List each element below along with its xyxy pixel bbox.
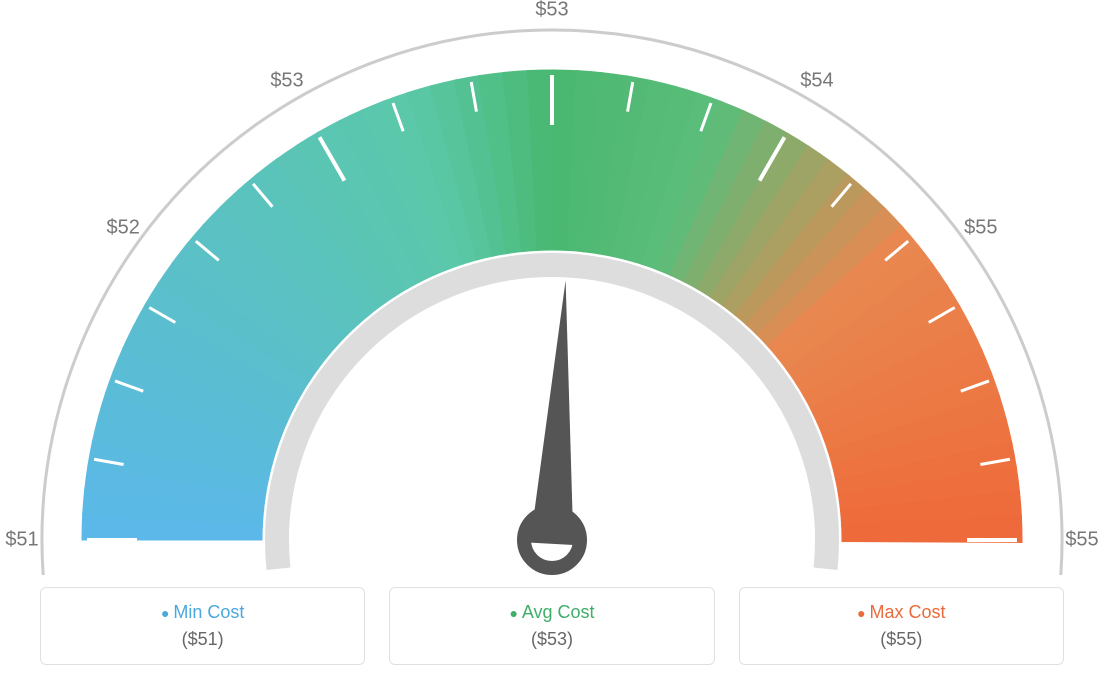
legend-max-label: Max Cost [750, 602, 1053, 623]
gauge-svg [0, 0, 1104, 575]
gauge-tick-label: $55 [1065, 529, 1098, 552]
gauge-tick-label: $53 [535, 0, 568, 22]
legend-min-box: Min Cost ($51) [40, 587, 365, 665]
gauge-tick-label: $54 [800, 70, 833, 93]
legend-avg-box: Avg Cost ($53) [389, 587, 714, 665]
gauge-tick-label: $55 [964, 217, 997, 240]
legend-row: Min Cost ($51) Avg Cost ($53) Max Cost (… [40, 587, 1064, 665]
gauge-tick-label: $52 [107, 217, 140, 240]
gauge-tick-label: $51 [5, 529, 38, 552]
gauge-chart: $51 $52 $53 $53 $54 $55 $55 [0, 0, 1104, 575]
legend-max-box: Max Cost ($55) [739, 587, 1064, 665]
legend-avg-label: Avg Cost [400, 602, 703, 623]
legend-avg-value: ($53) [400, 629, 703, 650]
legend-max-value: ($55) [750, 629, 1053, 650]
gauge-tick-label: $53 [270, 70, 303, 93]
legend-min-value: ($51) [51, 629, 354, 650]
legend-min-label: Min Cost [51, 602, 354, 623]
